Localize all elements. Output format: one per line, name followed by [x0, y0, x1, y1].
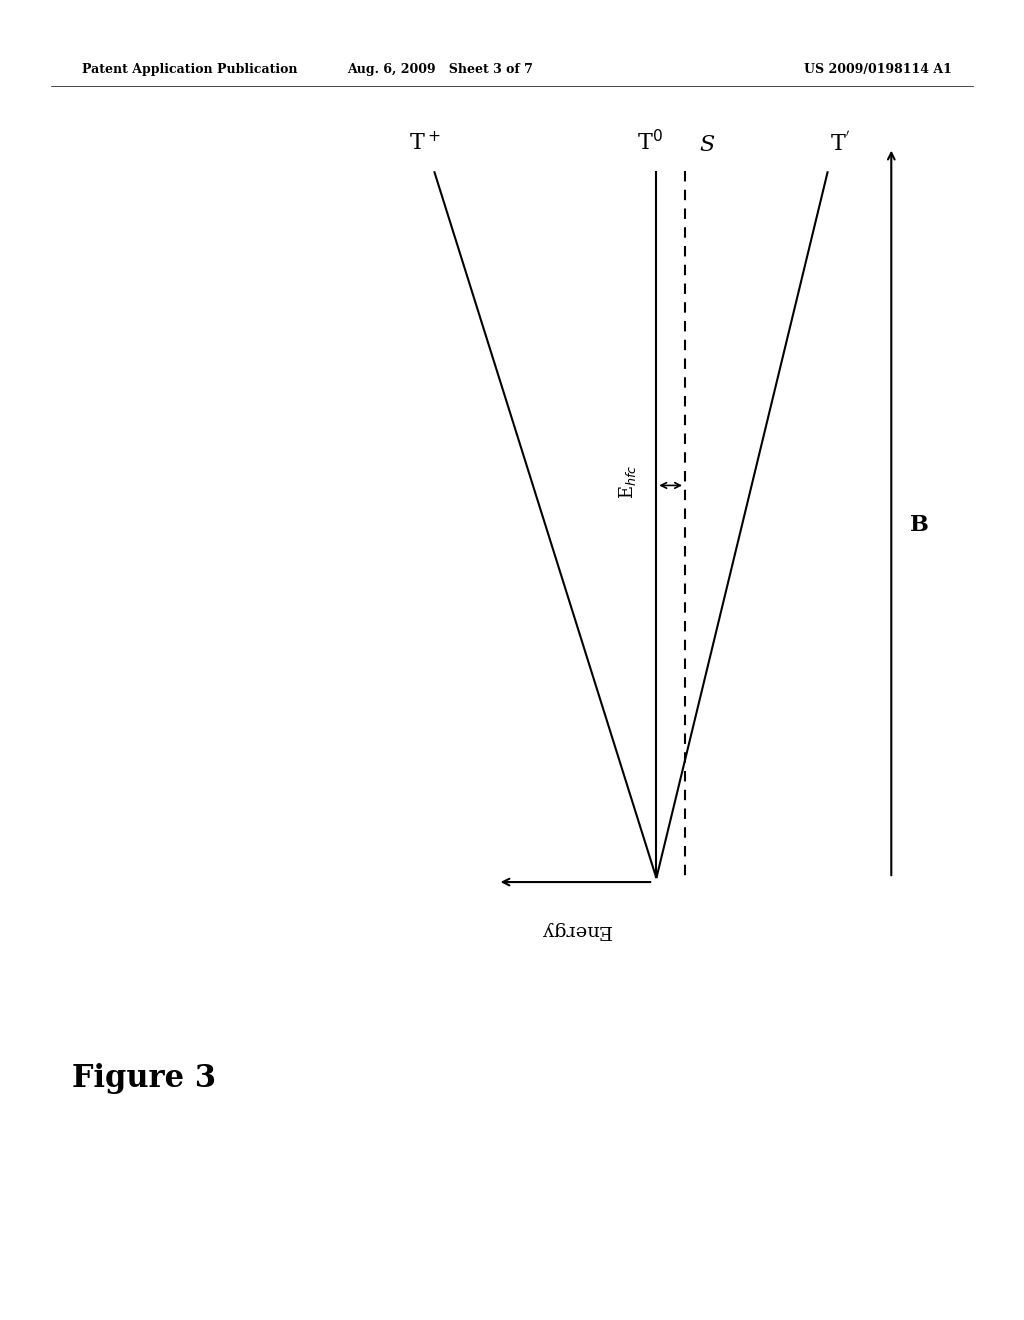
Text: Figure 3: Figure 3 [72, 1063, 216, 1093]
Text: S: S [699, 133, 715, 156]
Text: E$_{hfc}$: E$_{hfc}$ [617, 465, 638, 499]
Text: B: B [910, 513, 929, 536]
Text: T$^+$: T$^+$ [409, 132, 440, 156]
Text: T$^0$: T$^0$ [637, 131, 663, 156]
Text: T$^{'}$: T$^{'}$ [830, 131, 851, 156]
Text: US 2009/0198114 A1: US 2009/0198114 A1 [805, 63, 952, 77]
Text: Aug. 6, 2009   Sheet 3 of 7: Aug. 6, 2009 Sheet 3 of 7 [347, 63, 534, 77]
Text: Patent Application Publication: Patent Application Publication [82, 63, 297, 77]
Text: Energy: Energy [540, 921, 611, 940]
